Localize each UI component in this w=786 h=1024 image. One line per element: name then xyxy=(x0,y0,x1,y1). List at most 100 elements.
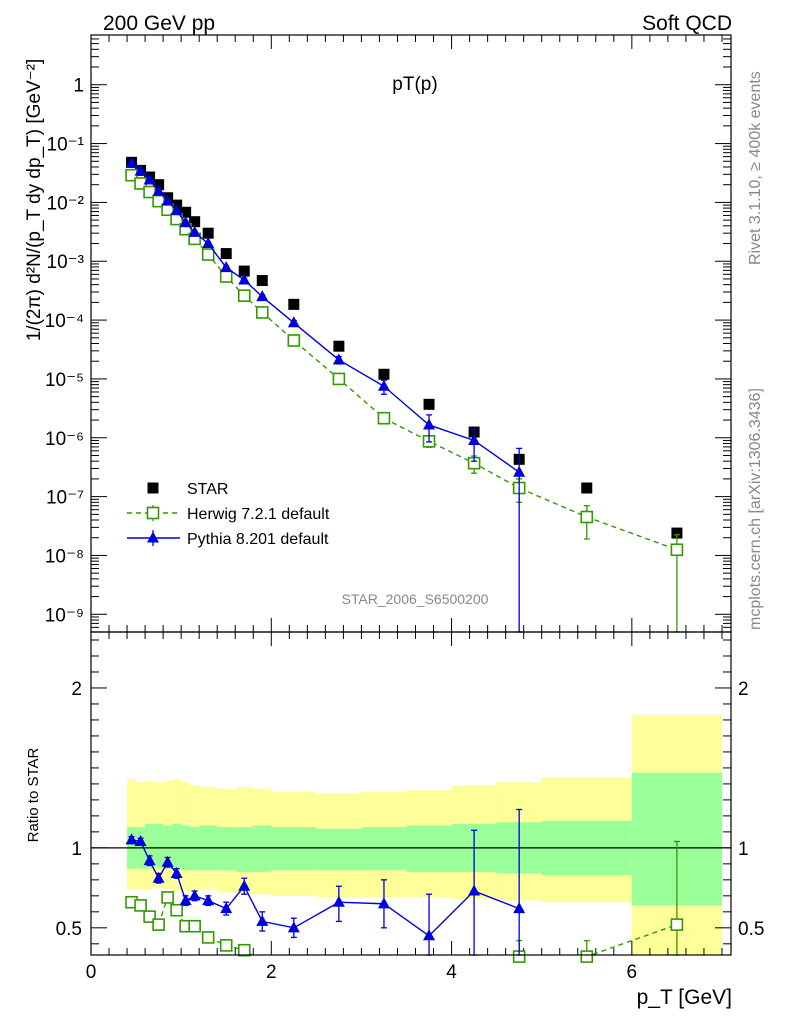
ratio-point xyxy=(238,879,251,891)
data-point xyxy=(201,248,215,261)
ratio-point xyxy=(580,950,594,963)
band-inner xyxy=(253,825,272,872)
data-point xyxy=(333,340,345,352)
data-point xyxy=(332,353,345,365)
ratio-point xyxy=(201,931,215,944)
y-tick-label: 1 xyxy=(73,76,84,97)
ratio-point xyxy=(143,910,156,923)
band-inner xyxy=(172,823,182,869)
ratio-point xyxy=(423,929,436,941)
ratio-y-tick-label: 0.5 xyxy=(56,919,82,940)
ratio-point xyxy=(202,894,215,906)
data-point xyxy=(238,273,251,285)
data-point xyxy=(134,164,147,176)
data-point xyxy=(332,372,346,386)
y-axis-label: 1/(2π) d²N/(p_T dy dp_T) [GeV⁻²] xyxy=(24,59,45,342)
y-tick-label: 10⁻⁴ xyxy=(45,311,84,332)
y-tick-label: 10⁻⁹ xyxy=(45,605,84,626)
ratio-point xyxy=(188,889,201,901)
legend-entry: Herwig 7.2.1 default xyxy=(187,506,330,523)
data-point xyxy=(671,527,683,539)
data-point xyxy=(468,433,481,445)
ratio-y-tick-label-right: 0.5 xyxy=(738,919,764,940)
band-inner xyxy=(163,825,173,869)
data-point xyxy=(256,275,268,287)
ratio-point xyxy=(219,939,233,952)
ratio-point xyxy=(188,919,201,933)
data-point xyxy=(189,216,201,228)
data-point xyxy=(255,306,269,319)
band-inner xyxy=(217,827,236,871)
data-point xyxy=(256,290,269,302)
ratio-point xyxy=(134,899,147,912)
header-energy-label: 200 GeV pp xyxy=(103,12,215,35)
data-point xyxy=(238,265,250,277)
ratio-y-axis-label: Ratio to STAR xyxy=(25,747,42,842)
main-plot-panel: 10⁻⁹ 10⁻⁸ 10⁻⁷ 10⁻⁶ 10⁻⁵ 10⁻⁴ 10⁻³ 10⁻² 10⁻¹ 1 pT… xyxy=(24,34,732,633)
ratio-plot-panel: 0 2 4 6 0.5 0.5 1 1 2 2 Ratio to STAR p_T [GeV] xyxy=(25,631,764,1009)
data-point xyxy=(179,216,192,228)
band-inner xyxy=(235,827,254,872)
ratio-point xyxy=(377,897,390,909)
ratio-plot-frame xyxy=(90,631,732,956)
x-tick-label: 6 xyxy=(627,962,638,983)
ratio-point xyxy=(179,894,192,906)
y-tick-label: 10⁻² xyxy=(47,193,85,214)
legend: STAR Herwig 7.2.1 default Pythia 8.201 def… xyxy=(127,481,330,548)
data-point xyxy=(287,316,300,328)
legend-entry: Pythia 8.201 default xyxy=(187,531,329,548)
data-point xyxy=(513,465,526,477)
rivet-version-label: Rivet 3.1.10, ≥ 400k events xyxy=(747,71,764,265)
ratio-axes: 0 2 4 6 0.5 0.5 1 1 2 2 xyxy=(56,632,764,983)
ratio-series xyxy=(125,808,684,963)
x-tick-label: 4 xyxy=(446,962,457,983)
y-tick-label: 10⁻⁷ xyxy=(46,488,84,509)
data-point xyxy=(378,368,390,380)
ratio-point xyxy=(468,884,481,896)
data-point xyxy=(377,411,391,425)
ratio-point xyxy=(256,914,269,926)
data-point xyxy=(202,227,214,239)
ratio-point xyxy=(170,866,183,878)
legend-marker xyxy=(147,531,159,543)
ratio-point xyxy=(152,871,165,883)
y-tick-label: 10⁻⁸ xyxy=(45,546,84,567)
ratio-y-tick-label: 2 xyxy=(71,679,82,700)
ratio-point xyxy=(161,855,174,867)
y-tick-label: 10⁻⁶ xyxy=(45,429,84,450)
y-tick-label: 10⁻³ xyxy=(47,252,85,273)
ratio-y-tick-label-right: 2 xyxy=(738,679,749,700)
ratio-point xyxy=(237,943,251,957)
main-axes: 10⁻⁹ 10⁻⁸ 10⁻⁷ 10⁻⁶ 10⁻⁵ 10⁻⁴ 10⁻³ 10⁻² 10⁻¹ 1 xyxy=(45,34,731,633)
ratio-point xyxy=(332,895,345,907)
ratio-point xyxy=(161,891,174,904)
data-point xyxy=(180,206,192,218)
data-point xyxy=(287,334,301,347)
data-point xyxy=(188,225,201,237)
data-point xyxy=(580,510,594,524)
header-category-label: Soft QCD xyxy=(642,12,732,35)
band-inner xyxy=(154,823,164,868)
band-inner xyxy=(361,827,407,871)
band-inner xyxy=(406,825,452,872)
ratio-point xyxy=(670,918,684,931)
data-point xyxy=(152,184,165,196)
data-point xyxy=(423,398,435,410)
ratio-point xyxy=(152,918,165,931)
band-inner xyxy=(145,823,155,869)
band-inner xyxy=(271,827,317,871)
data-point xyxy=(125,156,138,168)
ratio-point xyxy=(125,833,138,845)
x-axis-label: p_T [GeV] xyxy=(637,986,732,1009)
mcplots-label: mcplots.cern.ch [arXiv:1306.3436] xyxy=(747,388,764,630)
data-point xyxy=(581,482,593,494)
band-inner xyxy=(190,827,200,871)
ratio-point xyxy=(220,902,233,914)
x-tick-label: 0 xyxy=(86,962,97,983)
band-inner xyxy=(316,828,362,871)
data-point xyxy=(143,173,156,185)
ratio-y-tick-label: 1 xyxy=(71,839,82,860)
data-point xyxy=(377,379,390,391)
plot-title: pT(p) xyxy=(392,74,437,95)
